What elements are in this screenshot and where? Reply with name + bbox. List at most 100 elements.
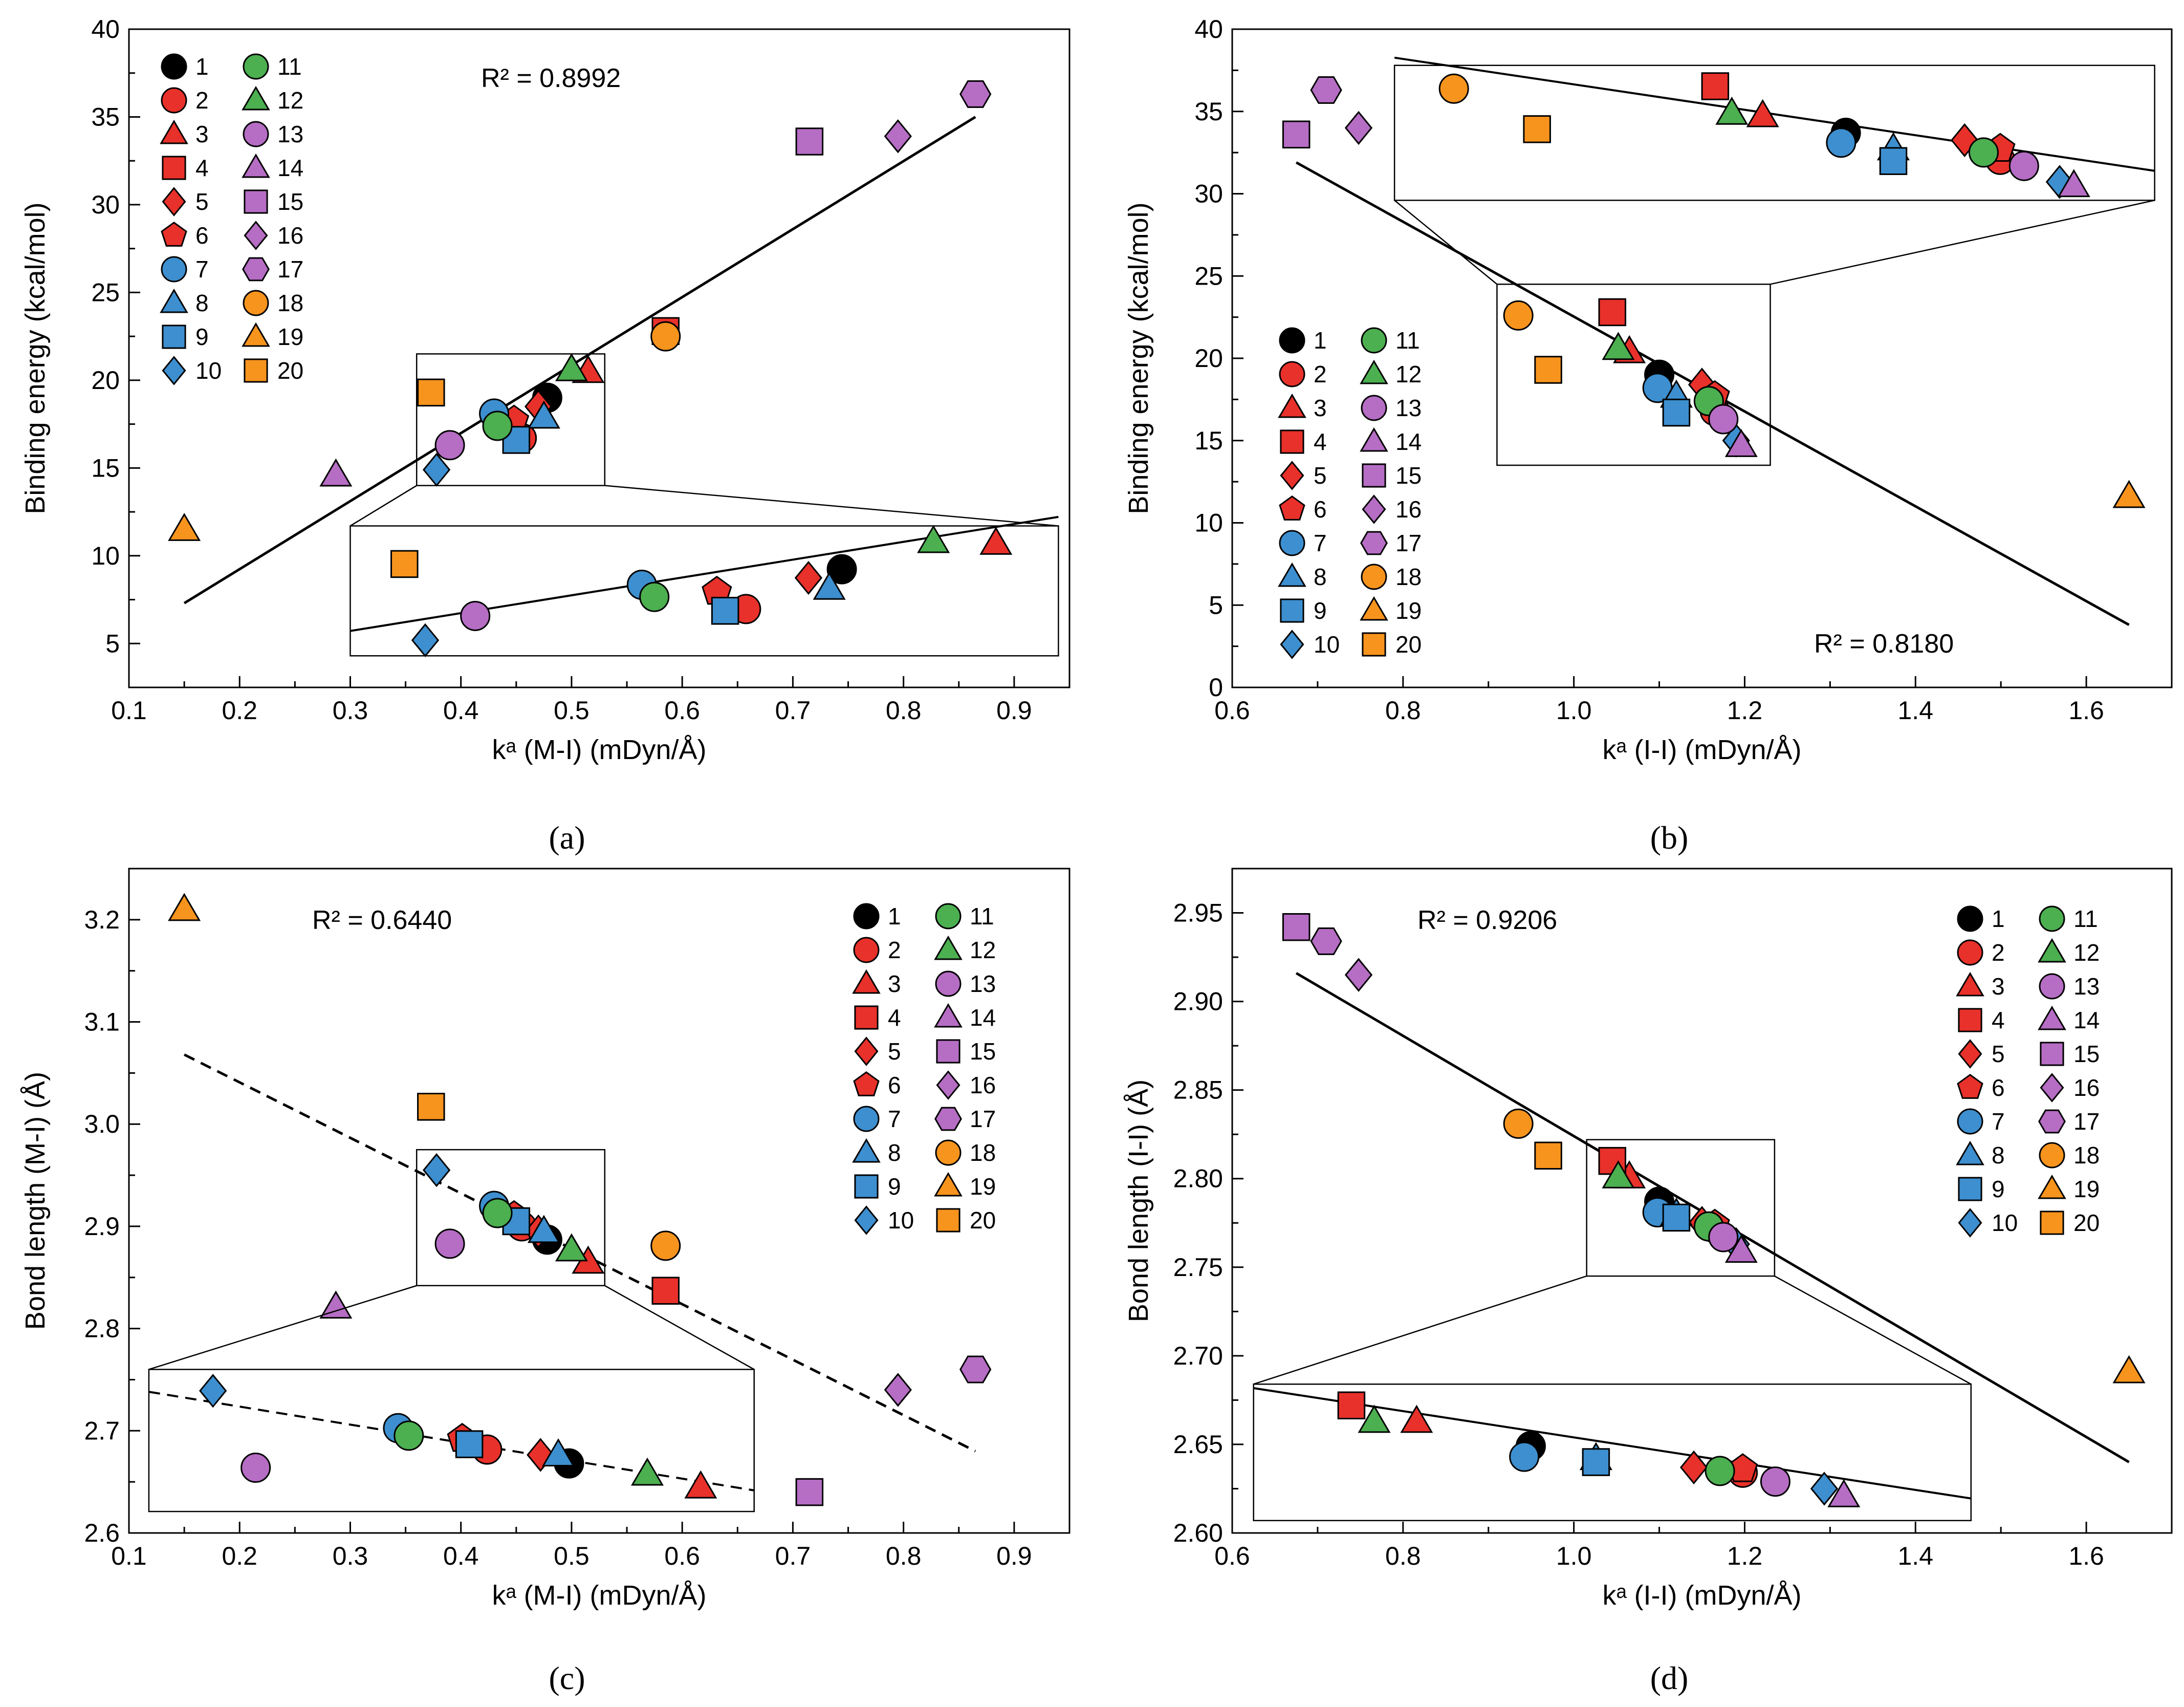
legend-marker-17 bbox=[1360, 531, 1388, 555]
legend-marker-15 bbox=[244, 189, 268, 214]
legend-label-14: 14 bbox=[970, 1004, 996, 1031]
data-point-20 bbox=[1534, 1141, 1562, 1170]
legend-marker-13 bbox=[1361, 395, 1387, 421]
zoom-data-point-4 bbox=[1701, 72, 1730, 100]
legend-marker-6 bbox=[853, 1071, 880, 1096]
x-tick-label: 0.2 bbox=[222, 1542, 257, 1570]
data-point-13 bbox=[434, 1228, 465, 1259]
zoom-data-point-12 bbox=[630, 1457, 664, 1486]
legend-label-4: 4 bbox=[888, 1004, 901, 1031]
zoom-data-point-11 bbox=[1968, 137, 1999, 168]
data-point-20 bbox=[1534, 356, 1562, 384]
legend-label-16: 16 bbox=[970, 1072, 996, 1098]
legend-marker-5 bbox=[162, 187, 186, 217]
data-point-16 bbox=[884, 119, 912, 154]
legend-label-5: 5 bbox=[888, 1038, 901, 1065]
data-point-14 bbox=[1724, 1235, 1758, 1263]
data-point-15 bbox=[1282, 913, 1311, 941]
zoom-data-point-14 bbox=[1827, 1479, 1861, 1507]
legend-label-8: 8 bbox=[1314, 564, 1327, 590]
legend-marker-6 bbox=[1279, 495, 1305, 521]
zoom-data-point-4 bbox=[1337, 1391, 1366, 1420]
zoom-data-point-3 bbox=[1746, 99, 1779, 127]
y-tick-label: 2.65 bbox=[1173, 1430, 1223, 1459]
legend-label-7: 7 bbox=[195, 256, 209, 283]
x-axis-label: kᵃ (I-I) (mDyn/Å) bbox=[1602, 734, 1801, 765]
legend-marker-8 bbox=[1278, 562, 1306, 587]
y-tick-label: 3.0 bbox=[84, 1110, 120, 1138]
zoom-data-point-5 bbox=[1679, 1450, 1708, 1485]
data-point-16 bbox=[1344, 958, 1373, 992]
r-squared-label: R² = 0.8180 bbox=[1814, 629, 1954, 659]
legend-label-15: 15 bbox=[277, 188, 303, 215]
panel-d: 0.6 0.8 1.0 1.2 1.4 1.6 2.60 2.65 2.70 2.75 2.80 2.… bbox=[1123, 868, 2173, 1611]
x-tick-label: 0.8 bbox=[886, 1542, 922, 1570]
x-tick-label: 0.6 bbox=[1214, 696, 1250, 725]
legend-marker-13 bbox=[243, 121, 269, 147]
legend-label-9: 9 bbox=[1314, 597, 1327, 624]
legend-marker-9 bbox=[1280, 598, 1304, 623]
legend-label-5: 5 bbox=[1992, 1041, 2005, 1067]
data-point-14 bbox=[1724, 429, 1758, 457]
legend-marker-11 bbox=[2039, 905, 2065, 932]
y-axis-label: Bond length (I-I) (Å) bbox=[1123, 1079, 1154, 1322]
zoom-data-point-12 bbox=[917, 525, 950, 553]
zoom-data-point-5 bbox=[794, 560, 823, 595]
legend-marker-10 bbox=[162, 356, 186, 385]
legend-marker-17 bbox=[934, 1107, 962, 1131]
zoom-connector-left bbox=[1394, 200, 1498, 285]
x-tick-label: 0.8 bbox=[1385, 696, 1421, 725]
zoom-data-point-9 bbox=[711, 597, 739, 625]
data-point-19 bbox=[2112, 480, 2146, 508]
legend-label-12: 12 bbox=[2073, 939, 2100, 966]
legend-marker-19 bbox=[242, 322, 270, 347]
zoom-data-point-13 bbox=[460, 600, 491, 631]
legend-label-14: 14 bbox=[277, 155, 303, 181]
legend-label-8: 8 bbox=[1992, 1142, 2005, 1169]
zoom-connector-right bbox=[1770, 200, 2155, 285]
legend-label-20: 20 bbox=[2073, 1209, 2100, 1236]
data-point-14 bbox=[319, 1290, 353, 1319]
x-tick-label: 0.7 bbox=[775, 696, 811, 725]
x-tick-label: 0.5 bbox=[554, 696, 589, 725]
legend-marker-14 bbox=[242, 153, 270, 178]
legend-marker-16 bbox=[936, 1070, 960, 1100]
legend-label-4: 4 bbox=[1314, 428, 1327, 455]
r-squared-label: R² = 0.8992 bbox=[481, 63, 621, 93]
zoom-data-point-9 bbox=[1879, 147, 1908, 175]
data-point-18 bbox=[1503, 300, 1534, 331]
data-point-20 bbox=[417, 378, 445, 407]
data-point-12 bbox=[555, 353, 588, 381]
legend-label-2: 2 bbox=[888, 937, 901, 963]
legend-marker-1 bbox=[853, 903, 880, 930]
legend-marker-4 bbox=[854, 1005, 879, 1030]
zoom-data-point-13 bbox=[1760, 1466, 1790, 1497]
data-point-16 bbox=[884, 1373, 912, 1407]
legend-label-9: 9 bbox=[1992, 1176, 2005, 1202]
data-point-19 bbox=[2112, 1355, 2146, 1384]
zoom-data-point-11 bbox=[394, 1420, 424, 1451]
legend-label-13: 13 bbox=[277, 121, 303, 147]
legend-label-9: 9 bbox=[195, 323, 209, 350]
legend-marker-14 bbox=[2038, 1005, 2066, 1030]
legend-marker-17 bbox=[242, 257, 270, 282]
data-point-16 bbox=[1344, 111, 1373, 145]
legend-label-10: 10 bbox=[1314, 631, 1340, 658]
zoom-data-point-1 bbox=[826, 554, 857, 585]
legend-marker-2 bbox=[161, 87, 187, 114]
legend-label-17: 17 bbox=[970, 1106, 996, 1132]
caption-a: (a) bbox=[549, 819, 585, 856]
data-point-12 bbox=[1602, 332, 1635, 360]
legend-marker-1 bbox=[1957, 905, 1983, 932]
legend-marker-6 bbox=[1957, 1073, 1983, 1099]
legend-label-14: 14 bbox=[2073, 1007, 2100, 1033]
legend-marker-6 bbox=[161, 221, 187, 247]
legend-marker-19 bbox=[2038, 1174, 2066, 1199]
legend-marker-12 bbox=[2038, 938, 2066, 963]
zoom-fit-line bbox=[148, 1391, 755, 1492]
legend-marker-18 bbox=[1361, 564, 1387, 590]
data-point-12 bbox=[1602, 1160, 1635, 1189]
legend-label-12: 12 bbox=[277, 87, 303, 114]
zoom-data-point-12 bbox=[1358, 1405, 1391, 1433]
